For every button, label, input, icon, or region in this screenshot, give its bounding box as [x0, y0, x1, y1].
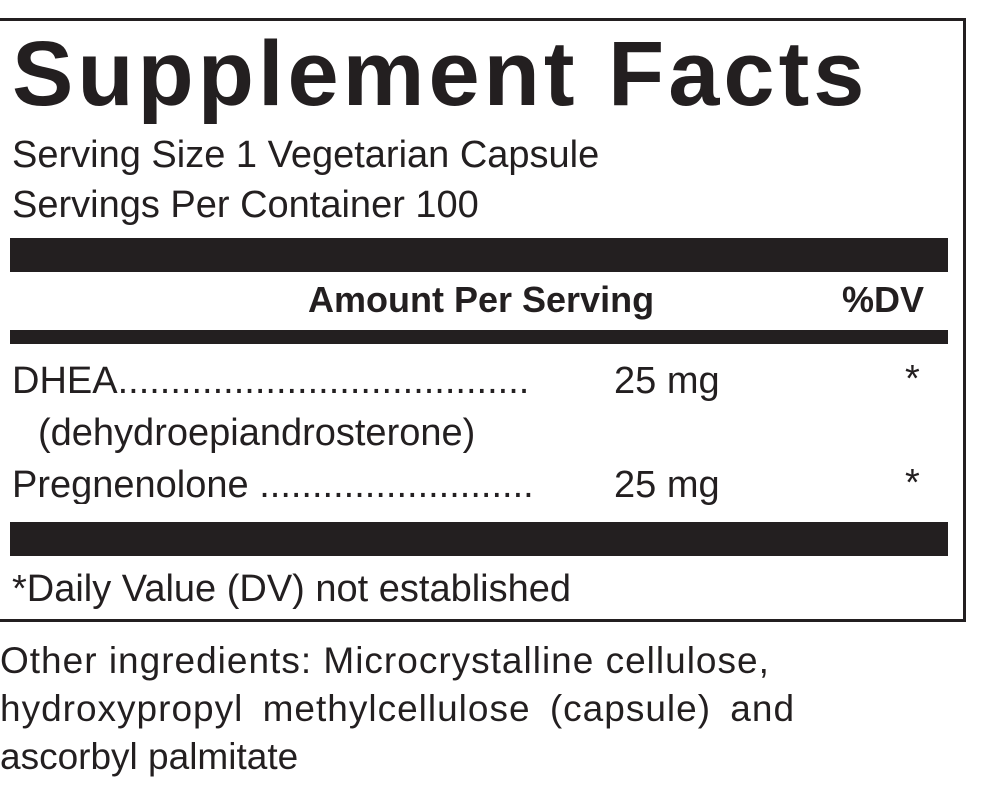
ingredient-subname: (dehydroepiandrosterone) [38, 412, 476, 454]
amount-header: Amount Per Serving [308, 279, 655, 320]
ingredient-dv: * [905, 358, 920, 400]
ingredient-amount: 25 mg [614, 464, 720, 506]
thick-divider [10, 238, 948, 272]
divider [10, 330, 948, 344]
other-ingredients-line: hydroxypropyl methylcellulose (capsule) … [0, 688, 796, 729]
serving-size: Serving Size 1 Vegetarian Capsule [12, 134, 600, 176]
facts-panel [0, 18, 966, 622]
servings-per-container: Servings Per Container 100 [12, 184, 479, 226]
other-ingredients-line: Other ingredients: Microcrystalline cell… [0, 640, 770, 681]
other-ingredients-line: ascorbyl palmitate [0, 736, 299, 777]
ingredient-amount: 25 mg [614, 360, 720, 402]
footnote: *Daily Value (DV) not established [12, 568, 572, 610]
ingredient-name: DHEA....................................… [12, 362, 530, 400]
thick-divider [10, 522, 948, 556]
ingredient-dv: * [905, 462, 920, 504]
dv-header: %DV [842, 279, 925, 320]
ingredient-name: Pregnenolone .......................... [12, 466, 534, 504]
panel-title: Supplement Facts [12, 23, 869, 125]
